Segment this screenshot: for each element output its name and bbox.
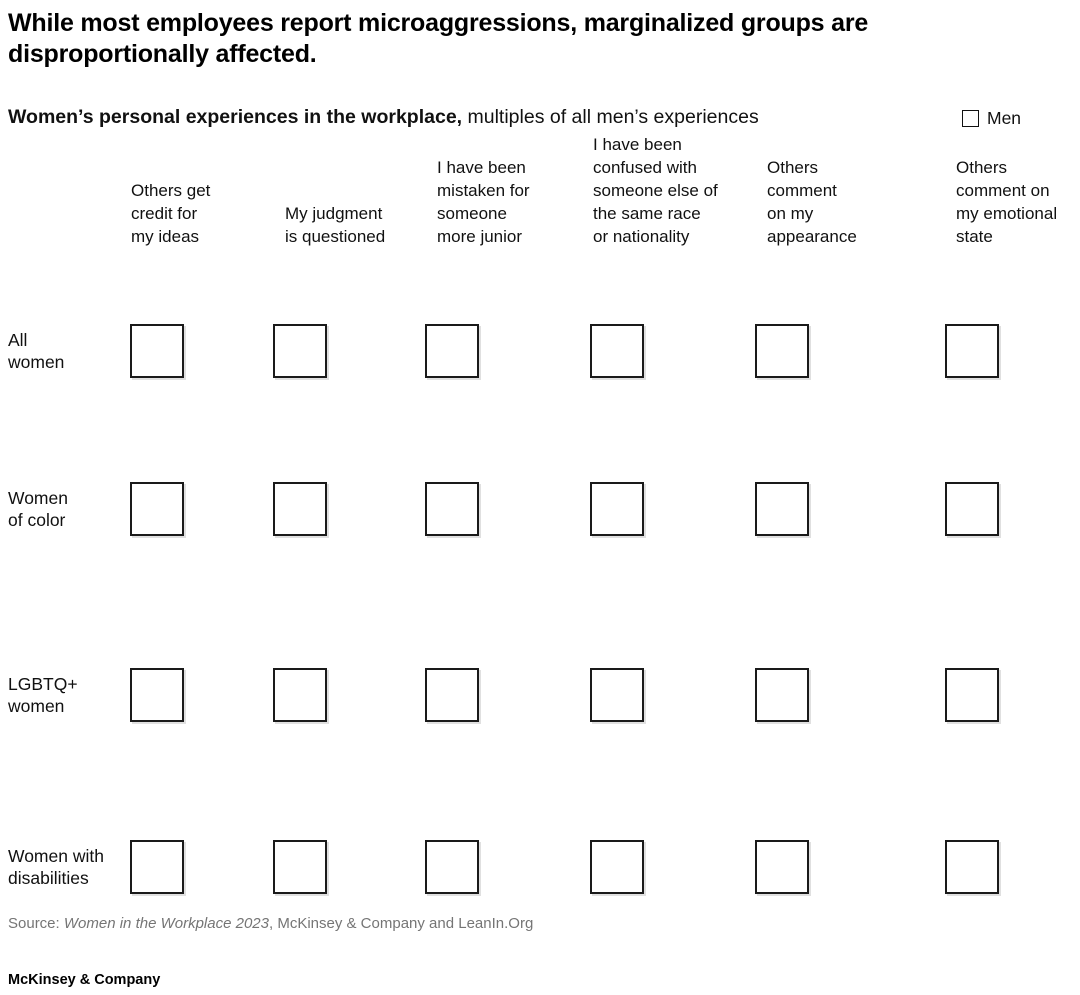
cell-baseline-square (755, 482, 809, 536)
column-header: Others comment on my emotional state (956, 158, 1058, 246)
source-suffix: , McKinsey & Company and LeanIn.Org (268, 915, 534, 932)
chart-title: While most employees report microaggress… (8, 9, 869, 68)
row-label: Women of color (8, 487, 68, 531)
cell-baseline-square (425, 324, 479, 378)
cell-baseline-square (755, 840, 809, 894)
source-prefix: Source: (8, 915, 64, 932)
row-label: All women (8, 329, 65, 373)
row-label: Women with disabilities (8, 845, 104, 889)
cell-baseline-square (590, 668, 644, 722)
source-report-title: Women in the Workplace 2023 (63, 915, 269, 932)
cell-baseline-square (425, 840, 479, 894)
cell-baseline-square (590, 324, 644, 378)
cell-baseline-square (273, 668, 327, 722)
cell-baseline-square (945, 840, 999, 894)
row-label: LGBTQ+ women (8, 673, 78, 717)
column-header: Others get credit for my ideas (131, 181, 211, 246)
cell-baseline-square (590, 482, 644, 536)
chart-subtitle-regular: multiples of all men’s experiences (462, 106, 759, 128)
cell-baseline-square (425, 482, 479, 536)
column-header: I have been confused with someone else o… (593, 135, 718, 246)
column-header: My judgment is questioned (285, 204, 386, 246)
cell-baseline-square (273, 324, 327, 378)
cell-baseline-square (590, 840, 644, 894)
column-header: I have been mistaken for someone more ju… (437, 158, 530, 246)
chart-subtitle: Women’s personal experiences in the work… (8, 105, 888, 129)
cell-baseline-square (130, 324, 184, 378)
cell-baseline-square (130, 668, 184, 722)
legend-label: Men (987, 108, 1022, 128)
cell-baseline-square (130, 482, 184, 536)
cell-baseline-square (755, 668, 809, 722)
cell-baseline-square (273, 482, 327, 536)
column-header: Others comment on my appearance (767, 158, 857, 246)
source-note: Source: Women in the Workplace 2023, McK… (8, 914, 533, 934)
mckinsey-logo-text: McKinsey & Company (8, 972, 161, 988)
legend-square-icon (962, 110, 979, 127)
cell-baseline-square (425, 668, 479, 722)
cell-baseline-square (945, 324, 999, 378)
cell-baseline-square (945, 482, 999, 536)
cell-baseline-square (755, 324, 809, 378)
cell-baseline-square (273, 840, 327, 894)
cell-baseline-square (130, 840, 184, 894)
cell-baseline-square (945, 668, 999, 722)
chart-subtitle-bold: Women’s personal experiences in the work… (8, 106, 463, 128)
legend: Men (962, 108, 1021, 129)
column-headers: Others get credit for my ideas My judgmen… (0, 132, 1080, 248)
